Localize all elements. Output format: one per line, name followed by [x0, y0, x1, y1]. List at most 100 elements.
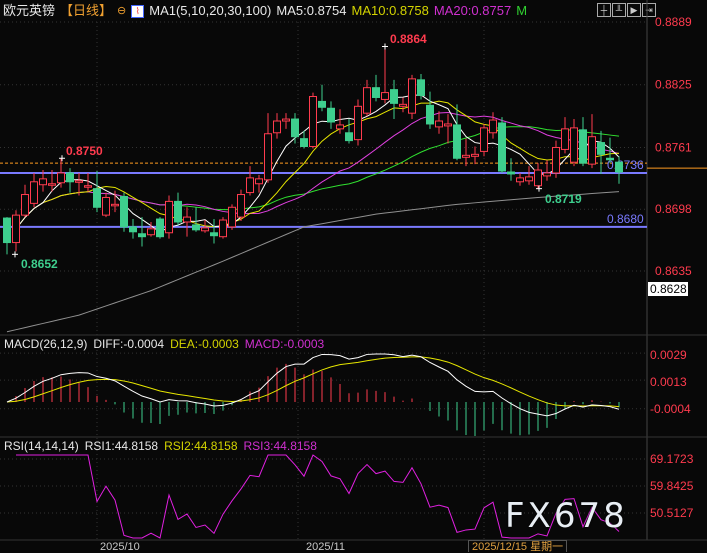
candle-up — [534, 169, 542, 187]
candle-up — [561, 128, 569, 150]
candle-down — [453, 124, 461, 159]
rsi-tick-label: 50.5127 — [650, 506, 694, 520]
ma100-line — [6, 191, 620, 333]
ma-params[interactable]: MA1(5,10,20,30,100) — [149, 3, 272, 18]
macd-diff: DIFF:-0.0004 — [93, 337, 165, 351]
candle-up — [201, 227, 209, 232]
candle-up — [543, 172, 551, 177]
rsi2-value: RSI2:44.8158 — [164, 439, 238, 453]
candle-down — [138, 233, 146, 238]
price-tick-label: 0.8635 — [655, 264, 692, 278]
candle-up — [354, 105, 362, 141]
candle-up — [363, 87, 371, 114]
candle-down — [327, 107, 335, 123]
candle-up — [462, 154, 470, 158]
chart-header: 欧元英镑 【日线】 ⊖ ⌇ MA1(5,10,20,30,100) MA5:0.… — [3, 0, 593, 22]
candle-up — [408, 78, 416, 114]
candle-down — [426, 104, 434, 125]
rsi3-value: RSI3:44.8158 — [243, 439, 317, 453]
candle-up — [12, 214, 20, 244]
rsi-line — [16, 454, 620, 539]
candle-up — [525, 176, 533, 182]
candle-down — [210, 232, 218, 237]
candle-up — [489, 119, 497, 134]
date-label-nov: 2025/11 — [306, 541, 345, 553]
recent-low-label: 0.8719 — [545, 192, 582, 206]
macd-dea: DEA:-0.0003 — [170, 337, 239, 351]
candle-down — [66, 172, 74, 183]
macd-tick-label: 0.0029 — [650, 348, 687, 362]
candle-up — [219, 219, 227, 238]
candle-up — [480, 127, 488, 152]
candle-down — [372, 87, 380, 98]
chart-type-icon[interactable]: ▶ — [627, 3, 641, 17]
candle-down — [498, 122, 506, 172]
indicator-icon[interactable]: ⌇ — [131, 4, 145, 18]
macd-label: MACD(26,12,9) — [4, 337, 88, 351]
candle-up — [399, 103, 407, 107]
candle-down — [579, 129, 587, 164]
price-tick-label: 0.8889 — [655, 15, 692, 29]
current-date-label: 2025/12/15 星期一 — [468, 540, 568, 553]
candle-down — [345, 132, 353, 142]
candle-up — [273, 120, 281, 134]
candle-up — [309, 96, 317, 147]
macd-value: MACD:-0.0003 — [244, 337, 325, 351]
crosshair-icon[interactable]: ┼ — [597, 3, 611, 17]
ma5-line — [15, 94, 620, 233]
left-high-label: 0.8750 — [66, 144, 103, 158]
support-label: 0.8680 — [607, 212, 644, 226]
exit-icon[interactable]: ⇥ — [642, 3, 656, 17]
macd-header: MACD(26,12,9) DIFF:-0.0004 DEA:-0.0003 MACD… — [4, 337, 330, 351]
candle-down — [156, 218, 164, 238]
ma-more: M — [516, 3, 528, 18]
candle-down — [192, 224, 200, 231]
price-scale-box — [648, 282, 688, 296]
candle-up — [165, 200, 173, 234]
candle-down — [120, 195, 128, 228]
candle-up — [570, 127, 578, 163]
candle-up — [246, 177, 254, 194]
rsi1-value: RSI1:44.8158 — [84, 439, 159, 453]
candle-down — [615, 161, 623, 173]
candle-down — [129, 226, 137, 233]
rsi-header: RSI(14,14,14) RSI1:44.8158 RSI2:44.8158 RSI… — [4, 439, 323, 453]
candle-up — [471, 153, 479, 157]
candle-up — [255, 178, 263, 185]
candle-up — [588, 136, 596, 165]
watermark-logo: FX678 — [505, 496, 628, 536]
candle-down — [318, 100, 326, 108]
candle-up — [147, 228, 155, 236]
rsi-tick-label: 59.8425 — [650, 479, 694, 493]
candle-up — [183, 216, 191, 223]
high-label: 0.8864 — [390, 32, 427, 46]
candle-up — [264, 133, 272, 181]
candle-down — [3, 217, 11, 244]
period-toggle-icon[interactable]: ⊖ — [117, 5, 127, 17]
candle-up — [21, 194, 29, 216]
candle-down — [291, 118, 299, 138]
macd-tick-label: 0.0013 — [650, 375, 687, 389]
price-tick-label: 0.8761 — [655, 140, 692, 154]
candle-up — [282, 118, 290, 122]
candle-up — [552, 146, 560, 174]
rsi-tick-label: 69.1723 — [650, 452, 694, 466]
candle-up — [336, 124, 344, 130]
period-selector[interactable]: 【日线】 — [60, 3, 113, 18]
ma20-value: MA20:0.8757 — [433, 3, 512, 18]
ruler-icon[interactable]: ╨ — [612, 3, 626, 17]
ma10-line — [15, 100, 620, 230]
price-tick-label: 0.8628 — [650, 282, 687, 296]
price-tick-label: 0.8698 — [655, 202, 692, 216]
candle-down — [507, 171, 515, 175]
candle-up — [48, 183, 56, 186]
diff-line — [6, 353, 620, 417]
macd-tick-label: -0.0004 — [650, 402, 691, 416]
low-label: 0.8652 — [21, 257, 58, 271]
candle-down — [606, 157, 614, 161]
date-label-oct: 2025/10 — [100, 541, 140, 553]
candle-down — [597, 142, 605, 155]
ma10-value: MA10:0.8758 — [351, 3, 429, 18]
candle-up — [516, 177, 524, 183]
